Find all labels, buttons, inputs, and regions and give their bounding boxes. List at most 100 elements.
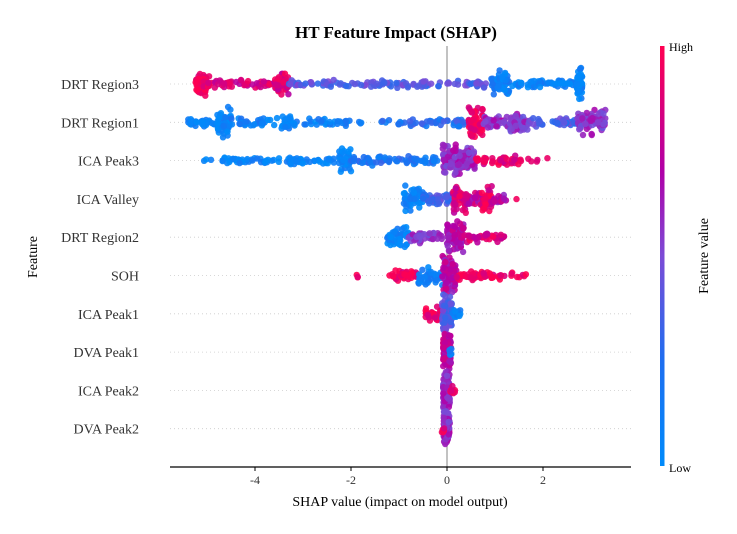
shap-point (367, 158, 374, 166)
shap-point (456, 193, 463, 200)
shap-point (583, 109, 590, 117)
shap-point (475, 233, 482, 241)
shap-point (493, 123, 500, 130)
shap-point (427, 80, 435, 87)
shap-point (459, 248, 467, 256)
shap-point (517, 157, 525, 165)
shap-point (325, 156, 332, 163)
shap-point (249, 157, 256, 164)
shap-point (393, 79, 400, 87)
shap-point (509, 82, 516, 90)
shap-point (414, 83, 421, 90)
shap-point (444, 242, 451, 250)
shap-point (445, 234, 452, 242)
shap-point (316, 158, 323, 165)
shap-point (257, 83, 264, 91)
shap-point (407, 207, 414, 214)
shap-point (441, 319, 448, 326)
shap-point (447, 300, 454, 307)
shap-point (579, 115, 586, 122)
shap-point (510, 156, 518, 164)
shap-point (480, 270, 487, 277)
shap-point (389, 271, 396, 278)
shap-point (452, 223, 459, 231)
shap-point (373, 159, 380, 166)
shap-point (220, 123, 227, 130)
shap-point (215, 115, 222, 122)
shap-point (403, 241, 410, 249)
shap-point (202, 156, 210, 163)
feature-gridlines (170, 83, 631, 430)
feature-row-points (353, 252, 530, 296)
shap-point (236, 159, 243, 167)
shap-point (442, 440, 449, 448)
shap-point (513, 273, 521, 281)
shap-point (422, 158, 429, 165)
shap-point (440, 118, 447, 125)
shap-point (387, 233, 394, 241)
shap-point (545, 79, 552, 86)
shap-point (445, 431, 452, 438)
shap-point (346, 165, 353, 172)
shap-point (576, 126, 583, 133)
shap-point (495, 192, 502, 200)
shap-point (462, 209, 469, 216)
shap-point (470, 116, 477, 123)
shap-point (287, 81, 294, 88)
shap-point (482, 195, 489, 202)
shap-point (453, 118, 461, 125)
shap-point (582, 120, 589, 128)
shap-point (340, 157, 347, 164)
shap-point (397, 237, 404, 244)
feature-label: DRT Region3 (61, 78, 139, 93)
shap-point (417, 275, 424, 282)
shap-point (207, 156, 215, 163)
shap-point (468, 108, 475, 115)
shap-point (358, 159, 366, 167)
shap-point (241, 119, 248, 126)
shap-point (404, 84, 412, 91)
shap-point (441, 408, 448, 416)
shap-point (222, 114, 229, 121)
shap-point (459, 225, 467, 232)
shap-point (439, 307, 447, 314)
shap-point (402, 182, 409, 189)
shap-point (351, 155, 358, 162)
shap-point (579, 131, 587, 139)
shap-point (416, 233, 423, 241)
shap-point (194, 86, 201, 93)
shap-point (467, 125, 475, 132)
shap-point (228, 121, 236, 128)
feature-label: ICA Valley (77, 193, 139, 208)
shap-point (452, 169, 459, 176)
shap-point (467, 132, 475, 139)
shap-point (385, 157, 392, 165)
shap-point (347, 146, 354, 153)
shap-point (327, 83, 334, 90)
shap-point (472, 155, 480, 163)
shap-point (433, 303, 441, 310)
shap-point (426, 230, 433, 237)
x-tick-label: 2 (540, 473, 546, 487)
shap-point (522, 271, 530, 278)
shap-point (326, 118, 333, 126)
shap-point (447, 265, 454, 273)
shap-point (416, 204, 423, 211)
shap-point (594, 119, 602, 126)
shap-point (425, 264, 432, 271)
shap-point (479, 207, 486, 214)
shap-point (435, 200, 443, 207)
shap-point (440, 286, 447, 293)
shap-point (497, 157, 504, 164)
shap-point (406, 273, 413, 280)
shap-point (431, 314, 439, 321)
shap-point (577, 66, 584, 73)
feature-row-points (422, 291, 464, 334)
x-axis-label: SHAP value (impact on model output) (292, 495, 508, 510)
shap-point (441, 292, 449, 299)
shap-point (214, 120, 221, 127)
shap-point (530, 115, 537, 122)
shap-point (450, 206, 457, 213)
shap-point (430, 157, 438, 165)
shap-point (442, 314, 449, 321)
